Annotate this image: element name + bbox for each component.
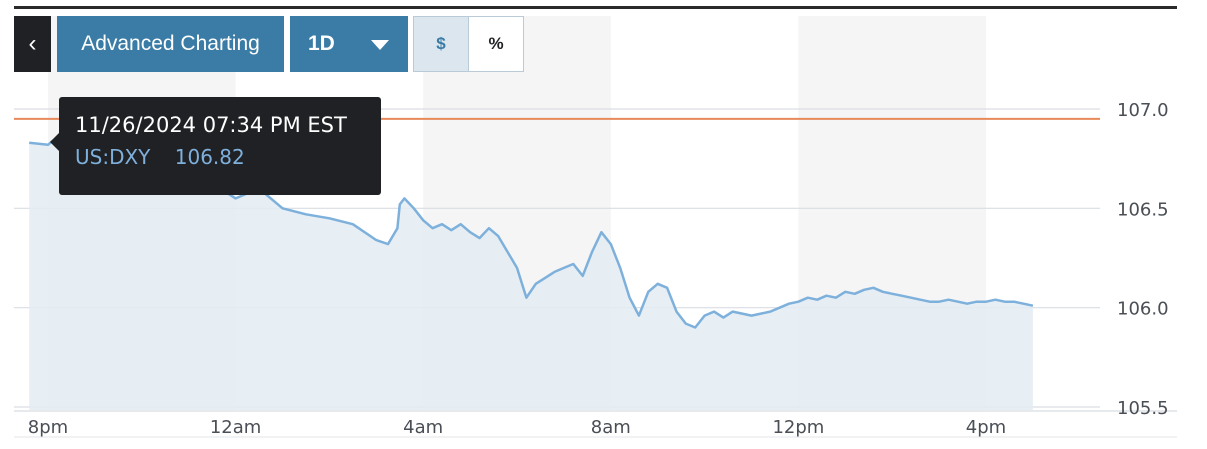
price-tooltip: 11/26/2024 07:34 PM EST US:DXY 106.82 [50,97,381,195]
y-tick-label: 105.5 [1117,398,1169,419]
tooltip-value: 106.82 [174,145,245,169]
x-axis-labels: 8pm 12am 4am 8am 12pm 4pm [28,417,1006,438]
back-button[interactable]: ‹ [14,16,51,72]
top-rule [14,6,1177,9]
y-tick-label: 107.0 [1117,100,1169,121]
price-line[interactable] [29,129,1034,329]
tooltip-row: US:DXY 106.82 [75,145,381,169]
x-tick-label: 12pm [772,417,824,438]
caret-down-icon [371,40,389,50]
dollar-mode-button[interactable]: $ [413,16,469,72]
tooltip-datetime: 11/26/2024 07:34 PM EST [75,113,347,137]
time-range-label: 1D [308,32,335,55]
y-tick-label: 106.5 [1117,199,1169,220]
x-tick-label: 4pm [966,417,1006,438]
y-axis-labels: 107.0 106.5 106.0 105.5 [1117,100,1169,419]
y-tick-label: 106.0 [1117,299,1169,320]
price-area [29,130,1033,410]
percent-mode-button[interactable]: % [468,16,524,72]
x-tick-label: 8pm [28,417,68,438]
x-tick-label: 4am [403,417,443,438]
x-tick-label: 8am [591,417,631,438]
time-range-dropdown[interactable]: 1D [290,16,408,72]
x-tick-label: 12am [210,417,261,438]
tooltip-symbol: US:DXY [75,145,151,169]
advanced-charting-button[interactable]: Advanced Charting [57,16,284,72]
